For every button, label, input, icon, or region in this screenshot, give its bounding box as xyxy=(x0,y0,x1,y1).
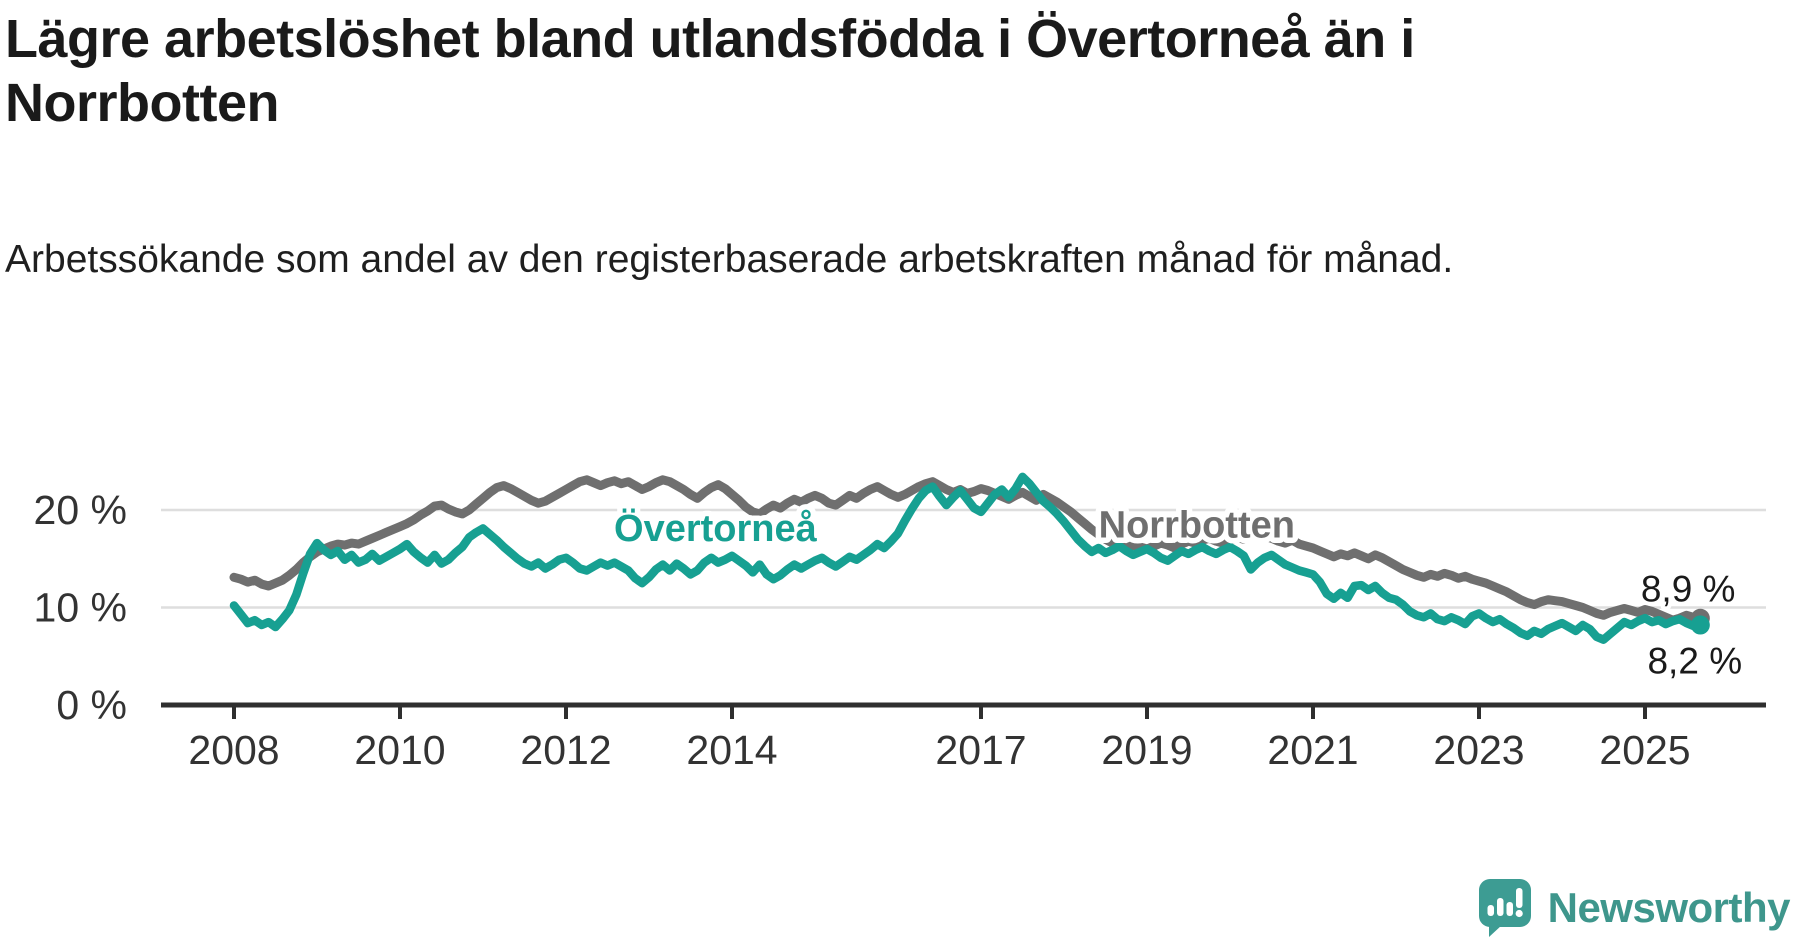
svg-text:0 %: 0 % xyxy=(56,682,127,728)
svg-text:2012: 2012 xyxy=(520,727,611,773)
brand-name: Newsworthy xyxy=(1547,884,1791,931)
svg-text:Norrbotten: Norrbotten xyxy=(1099,504,1295,546)
svg-text:8,9 %: 8,9 % xyxy=(1641,568,1736,609)
svg-text:8,2 %: 8,2 % xyxy=(1647,640,1742,681)
svg-text:2014: 2014 xyxy=(686,727,777,773)
svg-text:10 %: 10 % xyxy=(34,585,127,631)
newsworthy-logo: Newsworthy xyxy=(1478,878,1791,938)
svg-text:2010: 2010 xyxy=(354,727,445,773)
svg-text:2025: 2025 xyxy=(1599,727,1690,773)
svg-text:2017: 2017 xyxy=(935,727,1026,773)
newsworthy-speech-bubble-chart-icon xyxy=(1478,879,1531,937)
svg-text:2021: 2021 xyxy=(1267,727,1358,773)
svg-text:Övertorneå: Övertorneå xyxy=(614,507,818,550)
chart-title: Lägre arbetslöshet bland utlandsfödda i … xyxy=(5,9,1415,133)
svg-text:20 %: 20 % xyxy=(34,487,127,533)
svg-text:2019: 2019 xyxy=(1101,727,1192,773)
svg-text:2023: 2023 xyxy=(1433,727,1524,773)
svg-text:2008: 2008 xyxy=(188,727,279,773)
chart-subtitle: Arbetssökande som andel av den registerb… xyxy=(5,238,1454,281)
